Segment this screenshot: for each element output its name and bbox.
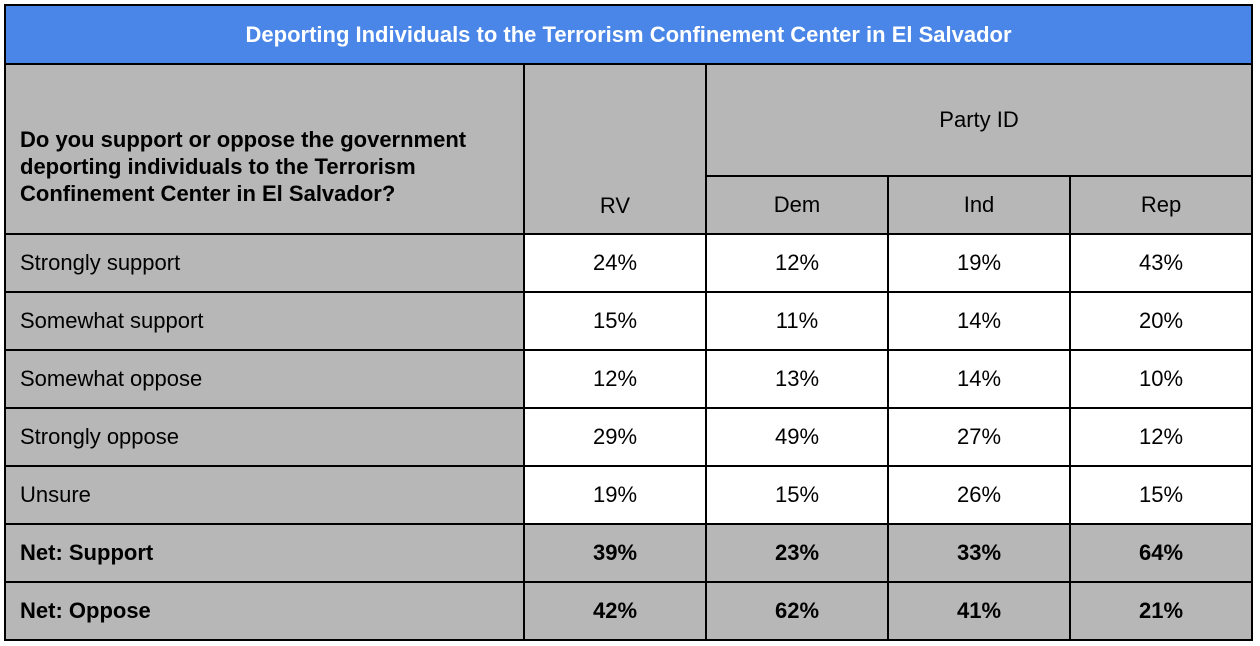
value-cell-ind: 27% — [887, 407, 1071, 467]
value-cell-ind: 41% — [887, 581, 1071, 641]
value-cell-dem: 12% — [705, 233, 889, 293]
value-cell-dem: 23% — [705, 523, 889, 583]
table-row: Unsure 19% 15% 26% 15% — [4, 465, 1254, 525]
value-cell-rep: 64% — [1068, 523, 1254, 583]
value-cell-rv: 42% — [523, 581, 707, 641]
net-row: Net: Oppose 42% 62% 41% 21% — [4, 581, 1254, 641]
value-cell-rv: 15% — [523, 291, 707, 351]
value-cell-rep: 20% — [1068, 291, 1254, 351]
value-cell-rep: 12% — [1068, 407, 1254, 467]
value-cell-dem: 49% — [705, 407, 889, 467]
value-cell-ind: 14% — [887, 349, 1071, 409]
value-cell-dem: 15% — [705, 465, 889, 525]
column-header-rep: Rep — [1068, 175, 1254, 235]
row-label: Strongly oppose — [4, 407, 525, 467]
table-row: Strongly support 24% 12% 19% 43% — [4, 233, 1254, 293]
row-label: Net: Support — [4, 523, 525, 583]
value-cell-rep: 43% — [1068, 233, 1254, 293]
row-label: Somewhat oppose — [4, 349, 525, 409]
value-cell-rv: 12% — [523, 349, 707, 409]
column-header-ind: Ind — [887, 175, 1071, 235]
row-label: Somewhat support — [4, 291, 525, 351]
poll-results-table: Deporting Individuals to the Terrorism C… — [3, 4, 1254, 641]
question-text: Do you support or oppose the government … — [4, 63, 525, 235]
value-cell-dem: 11% — [705, 291, 889, 351]
row-label: Net: Oppose — [4, 581, 525, 641]
title-row: Deporting Individuals to the Terrorism C… — [3, 4, 1254, 65]
table-row: Somewhat support 15% 11% 14% 20% — [4, 291, 1254, 351]
value-cell-rep: 10% — [1068, 349, 1254, 409]
value-cell-ind: 14% — [887, 291, 1071, 351]
net-row: Net: Support 39% 23% 33% 64% — [4, 523, 1254, 583]
row-label: Strongly support — [4, 233, 525, 293]
value-cell-rv: 29% — [523, 407, 707, 467]
row-label: Unsure — [4, 465, 525, 525]
value-cell-rep: 15% — [1068, 465, 1254, 525]
table-row: Strongly oppose 29% 49% 27% 12% — [4, 407, 1254, 467]
value-cell-dem: 62% — [705, 581, 889, 641]
value-cell-rv: 19% — [523, 465, 707, 525]
column-header-rv: RV — [523, 63, 707, 235]
value-cell-rv: 24% — [523, 233, 707, 293]
column-header-dem: Dem — [705, 175, 889, 235]
value-cell-ind: 19% — [887, 233, 1071, 293]
value-cell-ind: 26% — [887, 465, 1071, 525]
value-cell-rv: 39% — [523, 523, 707, 583]
header-row-bottom: Dem Ind Rep — [5, 175, 1254, 235]
value-cell-ind: 33% — [887, 523, 1071, 583]
header-row-top: Do you support or oppose the government … — [4, 63, 1254, 235]
value-cell-dem: 13% — [705, 349, 889, 409]
table-title: Deporting Individuals to the Terrorism C… — [3, 4, 1254, 65]
table-row: Somewhat oppose 12% 13% 14% 10% — [4, 349, 1254, 409]
value-cell-rep: 21% — [1068, 581, 1254, 641]
party-id-group-header: Party ID — [704, 63, 1254, 177]
